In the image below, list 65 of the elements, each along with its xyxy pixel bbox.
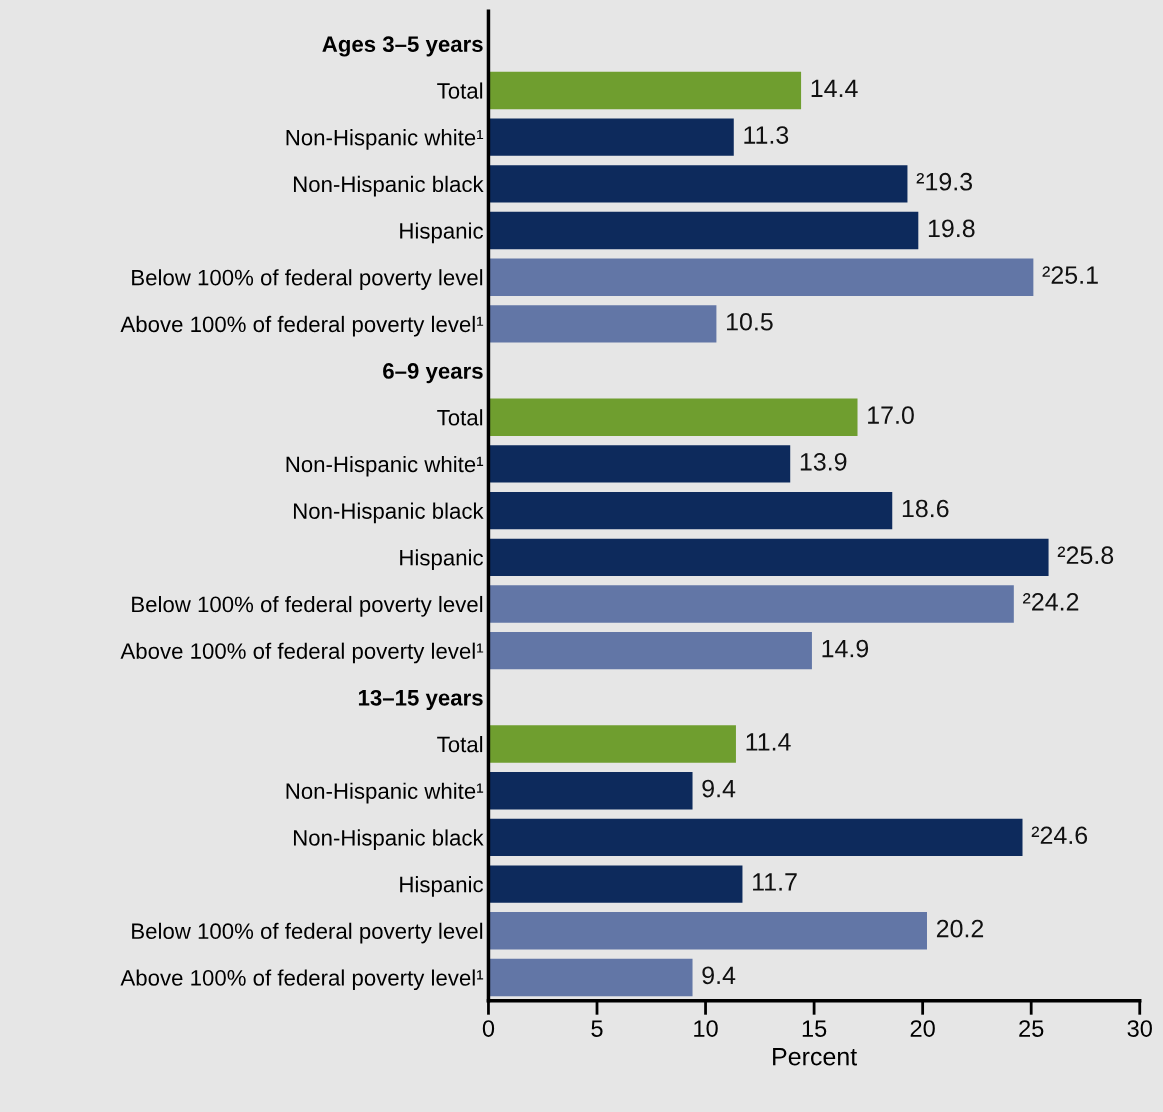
data-label: 18.6 <box>902 499 949 518</box>
x-tick-label: 30 <box>1127 1020 1152 1037</box>
bar <box>488 818 1023 857</box>
y-tick-label: Non-Hispanic white¹ <box>286 129 484 150</box>
bar <box>488 211 919 250</box>
y-tick-label: Total <box>437 82 483 99</box>
x-tick-label: 25 <box>1019 1020 1044 1037</box>
bar <box>488 632 812 670</box>
y-tick-label: 6–9 years <box>383 363 483 384</box>
y-tick-label: Non-Hispanic black <box>293 175 484 197</box>
data-label: 10.5 <box>727 312 773 331</box>
y-tick-label: Non-Hispanic white¹ <box>286 455 484 477</box>
y-tick-label: Above 100% of federal poverty level¹ <box>120 969 484 991</box>
bar <box>488 772 693 810</box>
data-label: 13.9 <box>800 452 847 471</box>
y-tick-label: Below 100% of federal poverty level <box>132 595 483 617</box>
x-axis-title: Percent <box>773 1048 857 1066</box>
data-label: ²24.2 <box>1023 593 1079 611</box>
x-tick-label: 20 <box>910 1020 935 1037</box>
y-tick-label: Hispanic <box>400 549 484 570</box>
y-tick-label: Non-Hispanic black <box>293 829 484 851</box>
data-label: ²25.1 <box>1042 266 1098 284</box>
y-tick-label: Hispanic <box>400 222 484 244</box>
y-tick-label: Non-Hispanic white¹ <box>286 782 484 804</box>
bar <box>488 445 791 483</box>
data-label: 20.2 <box>936 919 984 938</box>
data-label: 17.0 <box>868 406 914 424</box>
data-label: 9.4 <box>702 779 736 798</box>
bar <box>488 865 743 903</box>
data-label: 14.9 <box>822 639 869 658</box>
data-label: ²24.6 <box>1031 826 1088 845</box>
bar <box>488 118 734 156</box>
data-label: ²25.8 <box>1057 546 1114 565</box>
y-tick-label: Non-Hispanic black <box>293 502 484 524</box>
y-tick-label: Total <box>437 409 483 426</box>
bar <box>488 958 693 997</box>
bar <box>488 538 1049 576</box>
data-label: 19.8 <box>928 219 975 238</box>
y-tick-label: Hispanic <box>400 876 484 897</box>
y-tick-label: 13–15 years <box>358 689 483 711</box>
y-tick-label: Above 100% of federal poverty level¹ <box>120 315 484 337</box>
data-label: 11.7 <box>753 873 797 891</box>
data-label: ²19.3 <box>916 172 973 191</box>
x-tick-label: 10 <box>694 1020 718 1037</box>
bar <box>488 912 927 950</box>
x-tick-label: 0 <box>482 1020 495 1037</box>
bar <box>488 725 736 763</box>
bar <box>488 258 1034 296</box>
data-label: 11.3 <box>744 126 789 144</box>
x-tick-label: 5 <box>591 1020 603 1037</box>
bar <box>488 71 802 110</box>
bar <box>488 491 893 530</box>
bar <box>488 165 908 203</box>
y-tick-label: Ages 3–5 years <box>322 36 483 57</box>
data-label: 11.4 <box>746 733 791 751</box>
x-tick-label: 15 <box>802 1020 827 1037</box>
y-tick-label: Below 100% of federal poverty level <box>132 922 483 944</box>
data-label: 9.4 <box>702 966 736 985</box>
y-tick-label: Below 100% of federal poverty level <box>132 269 483 290</box>
bar <box>488 305 717 343</box>
bar <box>488 398 858 436</box>
bar <box>488 585 1014 623</box>
data-label: 14.4 <box>811 79 858 97</box>
y-tick-label: Above 100% of federal poverty level¹ <box>120 642 484 664</box>
y-tick-label: Total <box>437 735 483 753</box>
